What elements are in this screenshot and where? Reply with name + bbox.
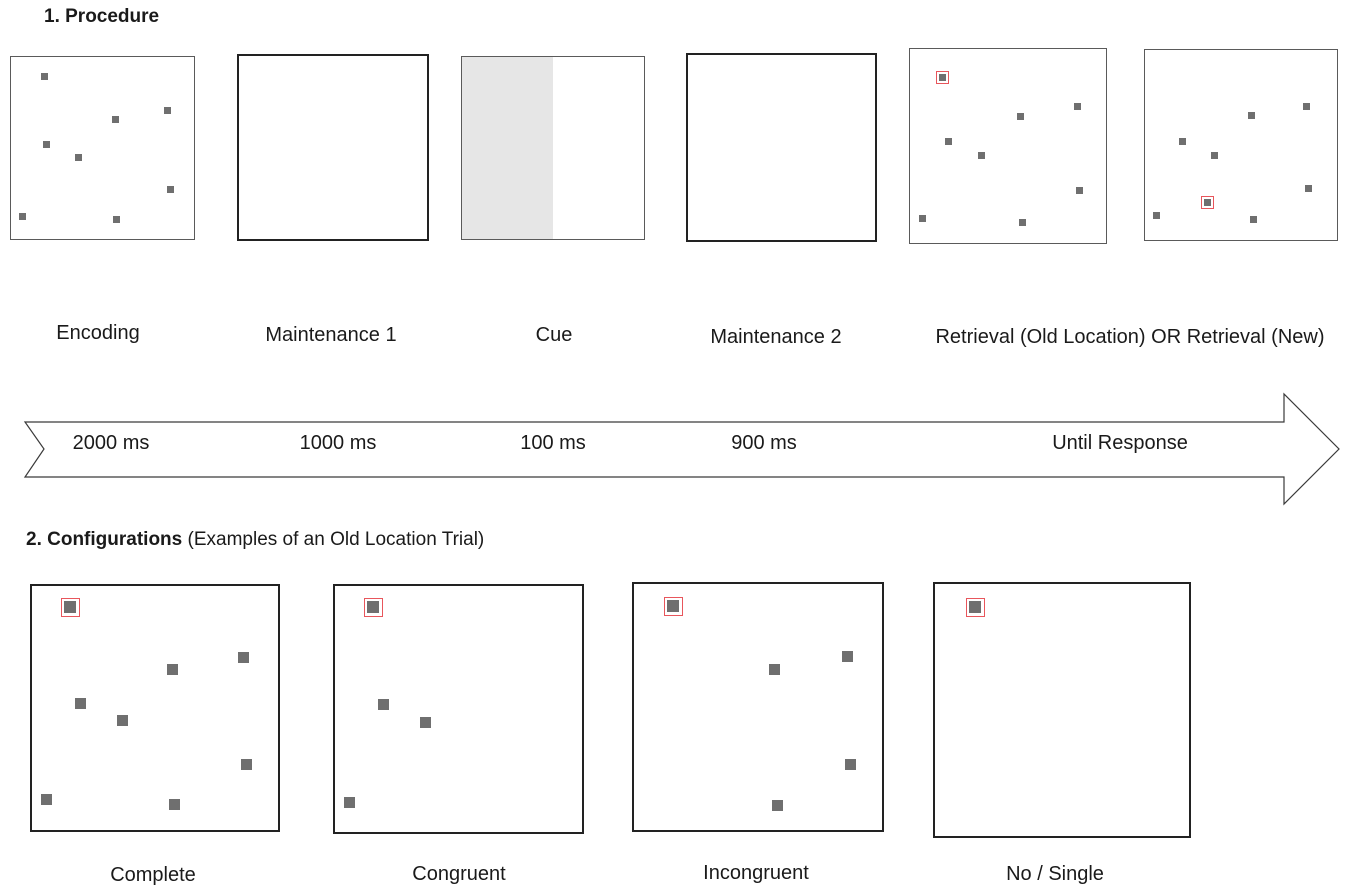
- time-retrieval: Until Response: [1052, 432, 1188, 454]
- stimulus-square: [1248, 112, 1255, 119]
- stimulus-square: [1074, 103, 1081, 110]
- retrieval-old-panel: [909, 48, 1107, 244]
- configurations-heading-rest: (Examples of an Old Location Trial): [182, 529, 485, 550]
- stimulus-square: [43, 141, 50, 148]
- configurations-heading: 2. Configurations (Examples of an Old Lo…: [26, 529, 484, 551]
- configurations-heading-bold: 2. Configurations: [26, 529, 183, 550]
- stimulus-square: [75, 154, 82, 161]
- cue-label: Cue: [535, 324, 573, 346]
- stimulus-square: [75, 698, 86, 709]
- stimulus-square: [1211, 152, 1218, 159]
- stimulus-square: [112, 116, 119, 123]
- incongruent-panel: [632, 582, 884, 832]
- stimulus-square: [113, 216, 120, 223]
- maintenance1-panel: [237, 54, 429, 241]
- stimulus-square: [1019, 219, 1026, 226]
- maintenance2-panel: [686, 53, 877, 242]
- probe-square-highlighted: [966, 598, 985, 617]
- cue-panel: [461, 56, 645, 240]
- stimulus-square: [1250, 216, 1257, 223]
- stimulus-square: [238, 652, 249, 663]
- probe-square-highlighted: [61, 598, 80, 617]
- stimulus-square: [117, 715, 128, 726]
- no-single-panel: [933, 582, 1191, 838]
- stimulus-square: [167, 664, 178, 675]
- congruent-panel: [333, 584, 584, 834]
- time-maintenance2: 900 ms: [731, 432, 797, 454]
- stimulus-square: [344, 797, 355, 808]
- procedure-heading-text: 1. Procedure: [44, 6, 160, 27]
- retrieval-new-panel: [1144, 49, 1338, 241]
- stimulus-square: [919, 215, 926, 222]
- stimulus-square: [845, 759, 856, 770]
- stimulus-square: [378, 699, 389, 710]
- stimulus-square: [945, 138, 952, 145]
- encoding-label: Encoding: [56, 322, 140, 344]
- cue-shaded-half: [462, 57, 553, 239]
- stimulus-square: [769, 664, 780, 675]
- incongruent-label: Incongruent: [703, 862, 809, 884]
- stimulus-square: [842, 651, 853, 662]
- stimulus-square: [164, 107, 171, 114]
- stimulus-square: [19, 213, 26, 220]
- stimulus-square: [169, 799, 180, 810]
- stimulus-square: [1303, 103, 1310, 110]
- stimulus-square: [1179, 138, 1186, 145]
- congruent-label: Congruent: [412, 863, 506, 885]
- stimulus-square: [772, 800, 783, 811]
- probe-square-highlighted: [1201, 196, 1214, 209]
- stimulus-square: [167, 186, 174, 193]
- stimulus-square: [41, 794, 52, 805]
- time-maintenance1: 1000 ms: [299, 432, 377, 454]
- complete-panel: [30, 584, 280, 832]
- probe-square-highlighted: [936, 71, 949, 84]
- stimulus-square: [1153, 212, 1160, 219]
- stimulus-square: [241, 759, 252, 770]
- complete-label: Complete: [110, 864, 196, 886]
- stimulus-square: [1305, 185, 1312, 192]
- time-cue: 100 ms: [520, 432, 586, 454]
- probe-square-highlighted: [364, 598, 383, 617]
- procedure-heading: 1. Procedure: [44, 6, 159, 28]
- encoding-panel: [10, 56, 195, 240]
- retrieval-label: Retrieval (Old Location) OR Retrieval (N…: [935, 326, 1325, 348]
- stimulus-square: [420, 717, 431, 728]
- stimulus-square: [41, 73, 48, 80]
- stimulus-square: [1017, 113, 1024, 120]
- maintenance2-label: Maintenance 2: [710, 326, 842, 348]
- no-single-label: No / Single: [1006, 863, 1104, 885]
- stimulus-square: [978, 152, 985, 159]
- time-encoding: 2000 ms: [72, 432, 150, 454]
- maintenance1-label: Maintenance 1: [265, 324, 397, 346]
- probe-square-highlighted: [664, 597, 683, 616]
- stimulus-square: [1076, 187, 1083, 194]
